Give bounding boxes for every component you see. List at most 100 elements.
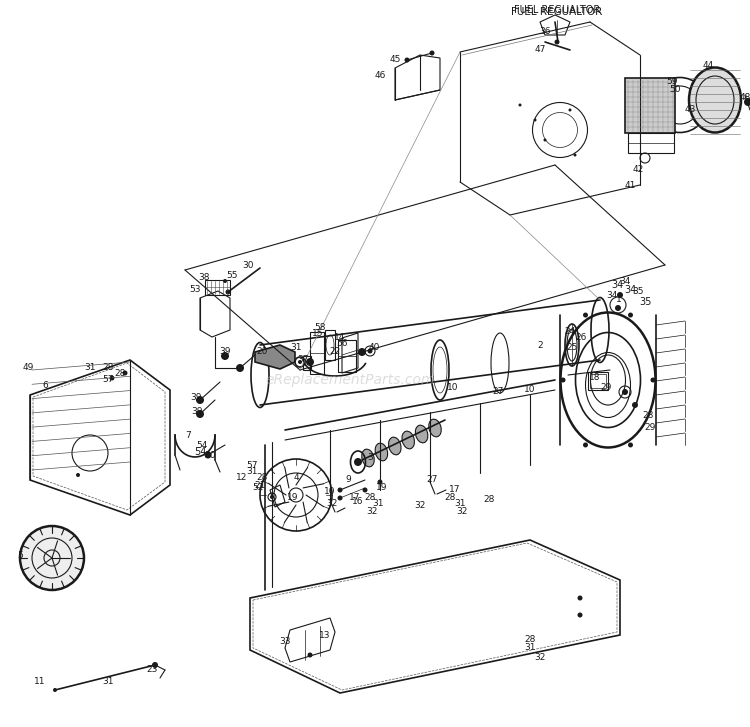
Bar [338, 340, 356, 372]
Text: 9: 9 [345, 475, 351, 484]
Text: 39: 39 [191, 406, 202, 416]
Bar [303, 356, 311, 370]
Text: 40: 40 [368, 343, 380, 353]
Text: 44: 44 [702, 60, 714, 70]
Text: 39: 39 [219, 348, 231, 356]
Bar [325, 330, 335, 360]
Text: 10: 10 [447, 384, 459, 393]
Text: 47: 47 [534, 46, 546, 55]
Circle shape [404, 57, 410, 63]
Circle shape [615, 305, 621, 311]
Text: 28: 28 [364, 494, 376, 502]
Text: 19: 19 [376, 483, 388, 492]
Text: 18: 18 [590, 374, 601, 382]
Bar [590, 374, 606, 388]
Text: 2: 2 [537, 340, 543, 350]
Circle shape [518, 103, 521, 106]
Text: 28: 28 [256, 473, 268, 483]
Text: 46: 46 [374, 71, 386, 79]
Text: 31: 31 [246, 467, 258, 476]
Text: 42: 42 [632, 166, 644, 174]
Text: 1: 1 [616, 295, 622, 305]
Text: 37: 37 [297, 356, 309, 364]
Text: 20: 20 [256, 348, 268, 356]
Text: 34: 34 [606, 292, 618, 300]
Text: 30: 30 [204, 451, 216, 459]
Text: 54: 54 [194, 447, 206, 457]
Circle shape [533, 119, 536, 121]
Circle shape [544, 139, 547, 142]
Circle shape [578, 613, 583, 617]
Circle shape [223, 279, 227, 283]
Circle shape [583, 313, 588, 318]
Text: 17: 17 [350, 494, 361, 502]
Circle shape [196, 396, 204, 404]
Text: FUEL REGUALTOR: FUEL REGUALTOR [512, 7, 603, 17]
Circle shape [628, 313, 633, 318]
Ellipse shape [689, 68, 741, 132]
Text: 52: 52 [252, 483, 264, 492]
Circle shape [20, 526, 84, 590]
Circle shape [308, 653, 313, 657]
Text: 49: 49 [22, 364, 34, 372]
Text: 22: 22 [329, 348, 340, 356]
Text: 32: 32 [534, 654, 546, 662]
Circle shape [578, 595, 583, 601]
Text: 19: 19 [287, 494, 298, 502]
Text: 53: 53 [189, 286, 201, 294]
Circle shape [650, 377, 656, 382]
Circle shape [430, 50, 434, 55]
Text: 12: 12 [236, 473, 248, 483]
Text: 14: 14 [334, 334, 346, 342]
Circle shape [560, 377, 566, 382]
Text: 11: 11 [34, 678, 46, 686]
Text: 28: 28 [642, 411, 654, 419]
Text: 5: 5 [17, 550, 22, 560]
Text: 50: 50 [669, 86, 681, 95]
Circle shape [110, 376, 115, 380]
Ellipse shape [362, 449, 374, 467]
Text: 35: 35 [632, 287, 644, 297]
Text: 26: 26 [575, 334, 586, 342]
Text: 59: 59 [666, 78, 678, 87]
Circle shape [632, 402, 638, 408]
Text: 45: 45 [389, 55, 400, 65]
Text: 57: 57 [102, 376, 114, 385]
Circle shape [226, 289, 230, 294]
Text: 28: 28 [114, 369, 126, 379]
Text: 48: 48 [740, 94, 750, 103]
Text: 57: 57 [246, 460, 258, 470]
Circle shape [354, 458, 362, 466]
Circle shape [306, 358, 314, 366]
Text: 34: 34 [620, 278, 631, 286]
Text: 34: 34 [624, 285, 636, 295]
Ellipse shape [429, 419, 441, 437]
Text: 55: 55 [226, 270, 238, 279]
Circle shape [358, 348, 366, 356]
Circle shape [338, 496, 343, 500]
Text: 29: 29 [600, 384, 612, 393]
Text: 31: 31 [102, 678, 114, 686]
Circle shape [368, 348, 373, 353]
Circle shape [236, 364, 244, 372]
Text: 32: 32 [326, 499, 338, 508]
Circle shape [298, 360, 302, 364]
Text: 24: 24 [564, 327, 576, 337]
Circle shape [362, 488, 368, 492]
Circle shape [76, 473, 80, 477]
Text: eReplacementParts.com: eReplacementParts.com [266, 373, 435, 387]
Text: 28: 28 [483, 496, 495, 505]
Ellipse shape [402, 431, 415, 449]
Text: 7: 7 [185, 430, 190, 440]
Circle shape [196, 410, 204, 418]
Text: 28: 28 [102, 364, 114, 372]
Circle shape [554, 39, 560, 44]
Ellipse shape [416, 425, 428, 443]
Text: 36: 36 [539, 28, 550, 36]
Circle shape [205, 451, 212, 459]
Bar [628, 133, 674, 153]
Text: 6: 6 [42, 380, 48, 390]
Text: 27: 27 [426, 475, 438, 484]
Circle shape [568, 108, 572, 111]
Text: 17: 17 [449, 486, 460, 494]
